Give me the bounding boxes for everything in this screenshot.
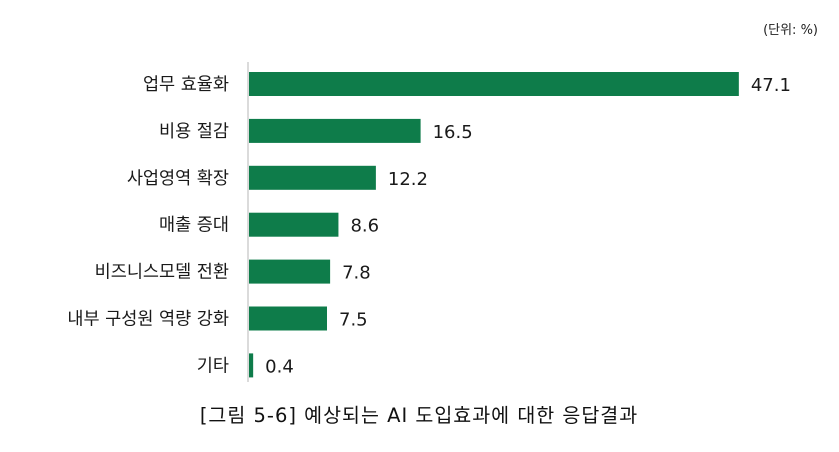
bar — [249, 259, 331, 284]
value-label: 0.4 — [265, 356, 294, 377]
bar — [249, 212, 339, 237]
bar — [249, 72, 739, 96]
value-label: 7.8 — [342, 263, 371, 284]
category-label: 비용 절감 — [159, 122, 229, 142]
chart-caption: [그림 5-6] 예상되는 AI 도입효과에 대한 응답결과 — [200, 404, 638, 427]
bar — [249, 165, 376, 190]
bars-group: 업무 효율화 47.1 비용 절감 16.5 사업영역 확장 12.2 매출 증대 8.6 비즈… — [67, 72, 791, 378]
category-label: 업무 효율화 — [143, 75, 229, 95]
unit-label: (단위: %) — [763, 23, 818, 38]
bar — [249, 306, 327, 331]
category-label: 기타 — [197, 356, 229, 376]
value-label: 12.2 — [388, 169, 428, 190]
category-label: 내부 구성원 역량 강화 — [67, 310, 229, 330]
category-label: 매출 증대 — [159, 216, 229, 236]
value-label: 16.5 — [433, 122, 473, 143]
value-label: 47.1 — [751, 75, 791, 96]
bar — [249, 118, 421, 143]
bar — [249, 353, 254, 378]
category-label: 사업영역 확장 — [127, 169, 229, 189]
value-label: 7.5 — [339, 310, 368, 331]
category-label: 비즈니스모델 전환 — [95, 263, 229, 283]
value-label: 8.6 — [350, 216, 379, 237]
